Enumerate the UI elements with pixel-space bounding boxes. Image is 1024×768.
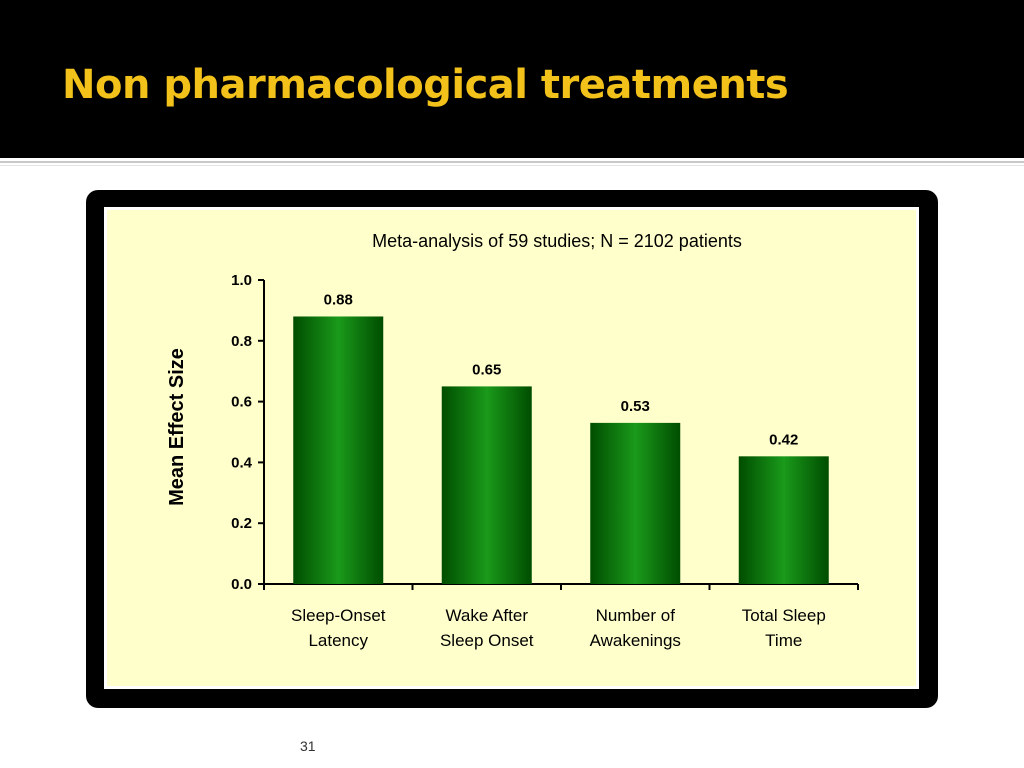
y-tick-label: 0.0 [231, 576, 252, 593]
x-tick-label: Wake After [445, 606, 528, 625]
bar [441, 386, 532, 584]
bar-value-label: 0.88 [324, 291, 353, 308]
slide-title: Non pharmacological treatments [62, 62, 789, 108]
x-tick-label: Latency [308, 631, 368, 650]
y-tick-label: 0.2 [231, 515, 252, 532]
bars [293, 316, 829, 584]
y-tick-label: 0.4 [231, 454, 253, 471]
x-tick-label: Total Sleep [742, 606, 826, 625]
x-tick-label: Awakenings [590, 631, 681, 650]
y-axis-label: Mean Effect Size [166, 348, 188, 506]
bar [590, 422, 681, 584]
y-tick-label: 1.0 [231, 272, 252, 289]
x-tick-label: Number of [596, 606, 676, 625]
slide-header: Non pharmacological treatments [0, 0, 1024, 158]
bar [738, 456, 829, 584]
chart-title: Meta-analysis of 59 studies; N = 2102 pa… [372, 231, 742, 251]
bar-value-label: 0.42 [769, 431, 798, 448]
bar-value-label: 0.65 [472, 361, 501, 378]
x-tick-label: Time [765, 631, 802, 650]
header-divider-thin [0, 165, 1024, 166]
x-tick-label: Sleep Onset [440, 631, 534, 650]
labels: 0.88 Sleep-Onset Latency 0.65 Wake After Slee… [291, 291, 826, 650]
x-tick-label: Sleep-Onset [291, 606, 386, 625]
bar-value-label: 0.53 [621, 398, 650, 415]
y-tick-label: 0.8 [231, 333, 252, 350]
y-tick-label: 0.6 [231, 394, 252, 411]
page-number: 31 [300, 738, 316, 754]
header-divider [0, 161, 1024, 163]
axes: 0.0 0.2 0.4 0.6 0.8 1.0 [231, 272, 859, 593]
bar [293, 316, 384, 584]
